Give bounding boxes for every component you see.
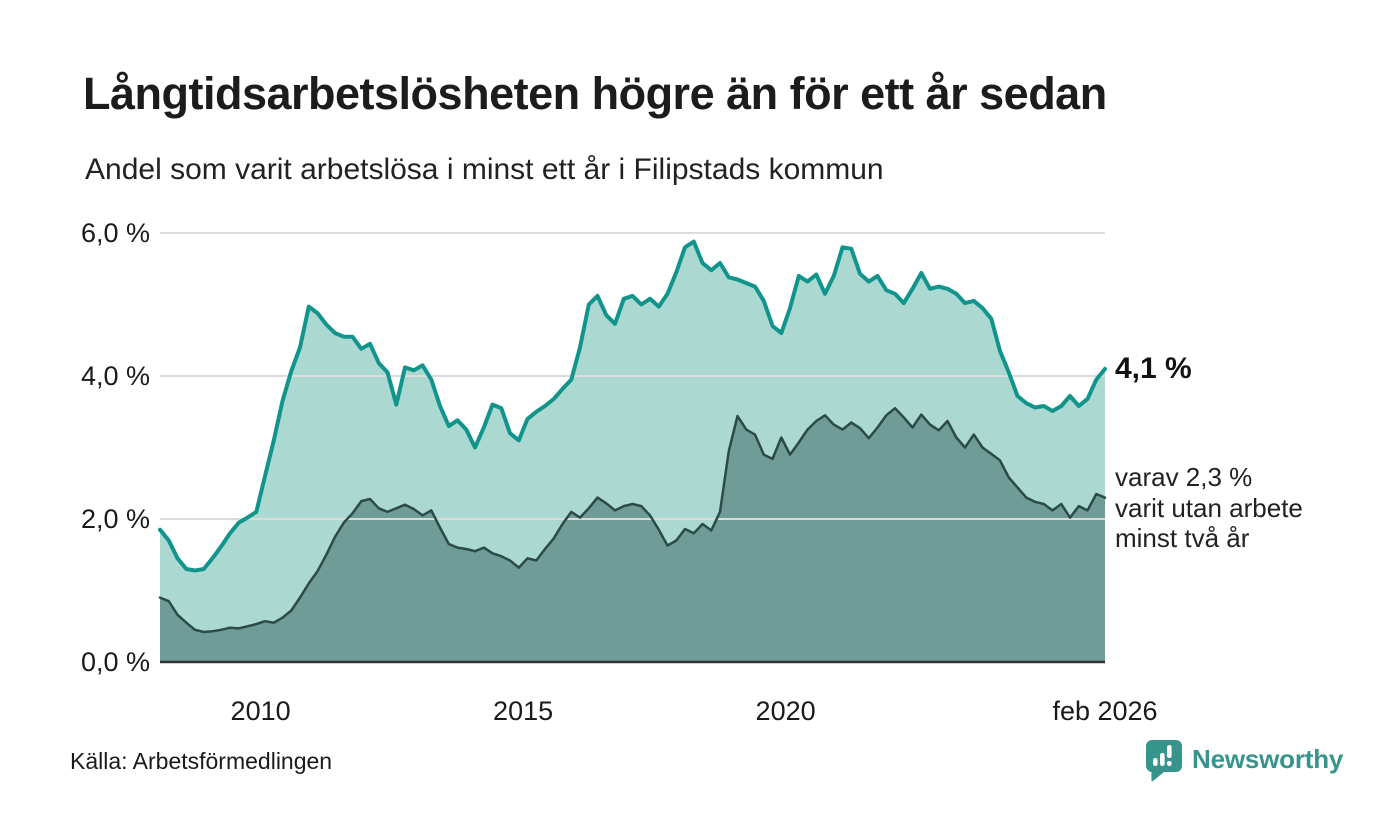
latest-subvalue-line-2: varit utan arbete bbox=[1115, 492, 1303, 523]
newsworthy-brand: Newsworthy bbox=[1143, 738, 1343, 786]
logo-exclamation-dot bbox=[1167, 761, 1172, 766]
series-line-two-year bbox=[158, 406, 1107, 634]
y-axis-tick-label: 6,0 % bbox=[81, 218, 150, 248]
y-axis-tick-label: 4,0 % bbox=[81, 361, 150, 391]
series-area-two-year bbox=[160, 408, 1105, 662]
x-axis-tick-label: 2020 bbox=[756, 696, 816, 726]
y-axis-tick-label: 0,0 % bbox=[81, 647, 150, 677]
newsworthy-logo-icon bbox=[1145, 740, 1182, 782]
x-axis-tick-label: feb 2026 bbox=[1052, 696, 1157, 726]
page-title: Långtidsarbetslösheten högre än för ett … bbox=[83, 68, 1107, 119]
latest-subvalue-line-3: minst två år bbox=[1115, 523, 1250, 554]
chart-subtitle: Andel som varit arbetslösa i minst ett å… bbox=[85, 153, 884, 186]
latest-subvalue-label: varav 2,3 % varit utan arbete minst två … bbox=[1115, 462, 1303, 554]
latest-subvalue-line-1: varav 2,3 % bbox=[1115, 462, 1253, 492]
x-axis-tick-label: 2015 bbox=[493, 696, 553, 726]
y-axis-tick-label: 2,0 % bbox=[81, 504, 150, 534]
x-axis-tick-label: 2010 bbox=[231, 696, 291, 726]
logo-bar-small bbox=[1153, 758, 1158, 766]
newsworthy-brand-name: Newsworthy bbox=[1192, 744, 1344, 774]
logo-bar-medium bbox=[1160, 753, 1165, 766]
series-line-one-year bbox=[158, 239, 1107, 573]
latest-value-label: 4,1 % bbox=[1115, 352, 1192, 385]
logo-exclamation-bar bbox=[1167, 745, 1172, 758]
source-credit: Källa: Arbetsförmedlingen bbox=[70, 748, 333, 774]
